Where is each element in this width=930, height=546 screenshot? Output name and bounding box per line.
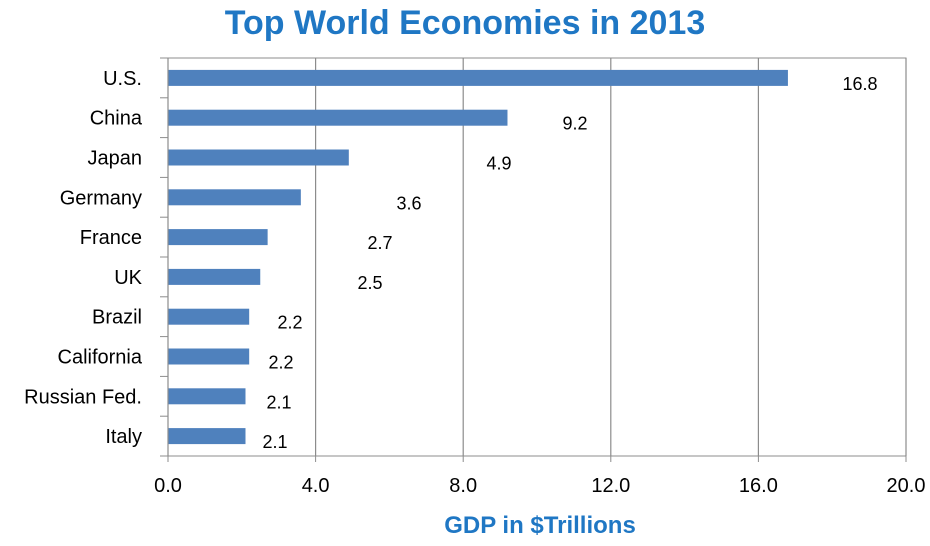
chart-title: Top World Economies in 2013 xyxy=(224,4,706,42)
value-label: 2.5 xyxy=(357,273,382,293)
bar xyxy=(168,109,508,126)
bar xyxy=(168,69,788,86)
category-label: Russian Fed. xyxy=(24,386,142,408)
value-label: 2.2 xyxy=(277,313,302,333)
x-tick-label: 12.0 xyxy=(591,475,630,497)
value-label: 4.9 xyxy=(486,154,511,174)
labels: 0.0 4.0 8.0 12.0 16.0 20.0 U.S. 16.8 China 9.2 Jap… xyxy=(24,68,925,497)
value-label: 2.1 xyxy=(262,432,287,452)
bar xyxy=(168,428,246,445)
category-label: China xyxy=(90,108,143,130)
x-tick-label: 16.0 xyxy=(739,475,778,497)
bar xyxy=(168,149,349,166)
bar xyxy=(168,308,250,325)
bar xyxy=(168,348,250,365)
bar xyxy=(168,229,268,246)
category-label: Brazil xyxy=(92,307,142,329)
x-tick-label: 20.0 xyxy=(887,475,926,497)
x-axis-label: GDP in $Trillions xyxy=(444,512,636,539)
bar xyxy=(168,388,246,405)
category-label: Italy xyxy=(105,426,142,448)
value-label: 2.7 xyxy=(367,233,392,253)
category-label: U.S. xyxy=(103,68,142,90)
value-label: 3.6 xyxy=(396,193,421,213)
x-tick-label: 4.0 xyxy=(302,475,330,497)
value-label: 2.1 xyxy=(266,392,291,412)
axes xyxy=(160,57,907,462)
category-label: Japan xyxy=(88,148,143,170)
category-label: France xyxy=(80,227,142,249)
value-label: 9.2 xyxy=(562,114,587,134)
category-label: Germany xyxy=(60,187,142,209)
bar xyxy=(168,268,261,285)
bar xyxy=(168,189,301,206)
value-label: 2.2 xyxy=(268,353,293,373)
bars xyxy=(168,69,788,445)
category-label: California xyxy=(58,347,143,369)
value-label: 16.8 xyxy=(842,74,877,94)
category-label: UK xyxy=(114,267,142,289)
x-tick-label: 8.0 xyxy=(449,475,477,497)
x-tick-label: 0.0 xyxy=(154,475,182,497)
